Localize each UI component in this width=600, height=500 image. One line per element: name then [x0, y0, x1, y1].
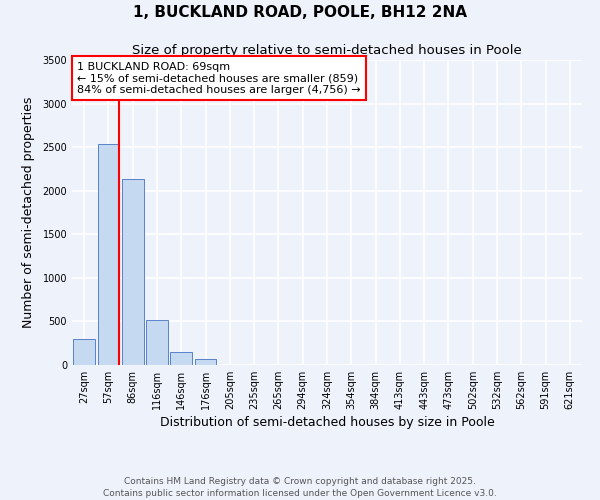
- Bar: [73, 339, 95, 365]
- Bar: [194, 360, 217, 365]
- Text: Contains HM Land Registry data © Crown copyright and database right 2025.
Contai: Contains HM Land Registry data © Crown c…: [103, 476, 497, 498]
- Bar: [97, 144, 119, 365]
- Bar: [146, 320, 168, 365]
- Bar: [122, 180, 143, 365]
- Text: 1, BUCKLAND ROAD, POOLE, BH12 2NA: 1, BUCKLAND ROAD, POOLE, BH12 2NA: [133, 5, 467, 20]
- Text: 1 BUCKLAND ROAD: 69sqm
← 15% of semi-detached houses are smaller (859)
84% of se: 1 BUCKLAND ROAD: 69sqm ← 15% of semi-det…: [77, 62, 361, 94]
- Y-axis label: Number of semi-detached properties: Number of semi-detached properties: [22, 97, 35, 328]
- Title: Size of property relative to semi-detached houses in Poole: Size of property relative to semi-detach…: [132, 44, 522, 58]
- Bar: [170, 352, 192, 365]
- X-axis label: Distribution of semi-detached houses by size in Poole: Distribution of semi-detached houses by …: [160, 416, 494, 429]
